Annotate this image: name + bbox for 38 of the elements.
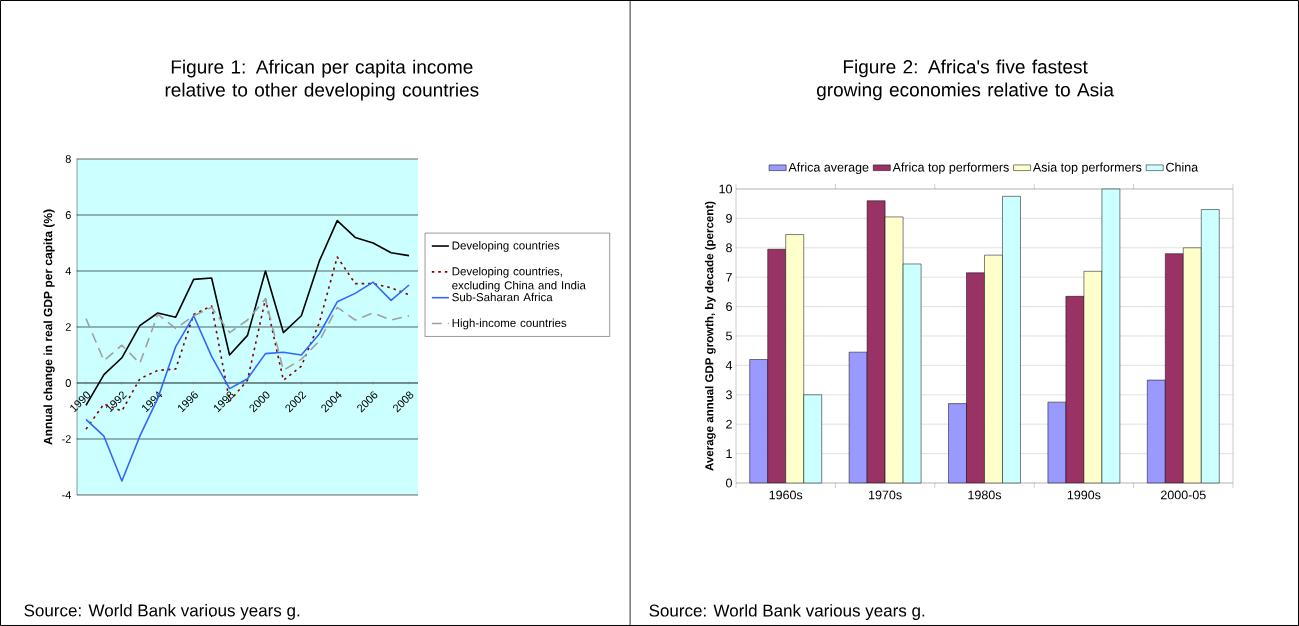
y-tick-label: 6: [65, 211, 71, 219]
legend-label: Asia top performers: [1032, 162, 1142, 175]
x-tick-label: 1980s: [968, 490, 1002, 500]
y-axis-title: Annual change in real GDP per capita (%): [43, 209, 55, 445]
legend-label: China: [1166, 162, 1199, 172]
legend-label: Africa average: [788, 162, 869, 175]
y-tick-label: 10: [719, 184, 732, 194]
legend-label: Developing countries, excluding China and India: [452, 266, 586, 292]
legend-label: Sub-Saharan Africa: [452, 292, 553, 302]
y-tick-label: 2: [65, 323, 71, 331]
chart-title: Figure 2: Africa's five fastest growing economies relative to Asia: [817, 59, 1114, 101]
y-tick-label: 9: [726, 213, 732, 223]
line-series: [85, 298, 410, 372]
y-tick-label: -2: [62, 435, 71, 443]
y-tick-label: 0: [726, 478, 732, 488]
y-tick-label: 3: [725, 390, 732, 400]
source-note: Source: World Bank various years g.: [649, 604, 925, 620]
y-tick-label: 1: [726, 449, 732, 458]
y-tick-label: 4: [65, 267, 72, 275]
y-tick-label: 4: [725, 361, 733, 370]
y-tick-label: 0: [65, 379, 71, 387]
y-tick-label: 2: [726, 419, 732, 429]
y-tick-label: 5: [726, 331, 732, 341]
x-tick-label: 1990s: [1067, 490, 1101, 500]
y-tick-label: 8: [65, 155, 71, 163]
x-tick-label: 1960s: [769, 490, 803, 500]
legend-label: Africa top performers: [892, 162, 1009, 175]
source-note: Source: World Bank various years g.: [24, 604, 300, 620]
x-tick-label: 2000-05: [1160, 490, 1206, 500]
y-tick-label: 8: [726, 243, 732, 253]
chart-title: Figure 1: African per capita income relative to other developing countries: [165, 59, 479, 101]
x-tick-label: 1970s: [869, 490, 902, 500]
legend-label: High-income countries: [452, 318, 567, 330]
y-tick-label: -4: [62, 491, 72, 499]
legend-label: Developing countries: [452, 241, 560, 252]
y-tick-label: 7: [726, 272, 732, 282]
y-tick-label: 6: [726, 302, 732, 312]
y-axis-title: Average annual GDP growth, by decade (percent): [704, 201, 716, 471]
